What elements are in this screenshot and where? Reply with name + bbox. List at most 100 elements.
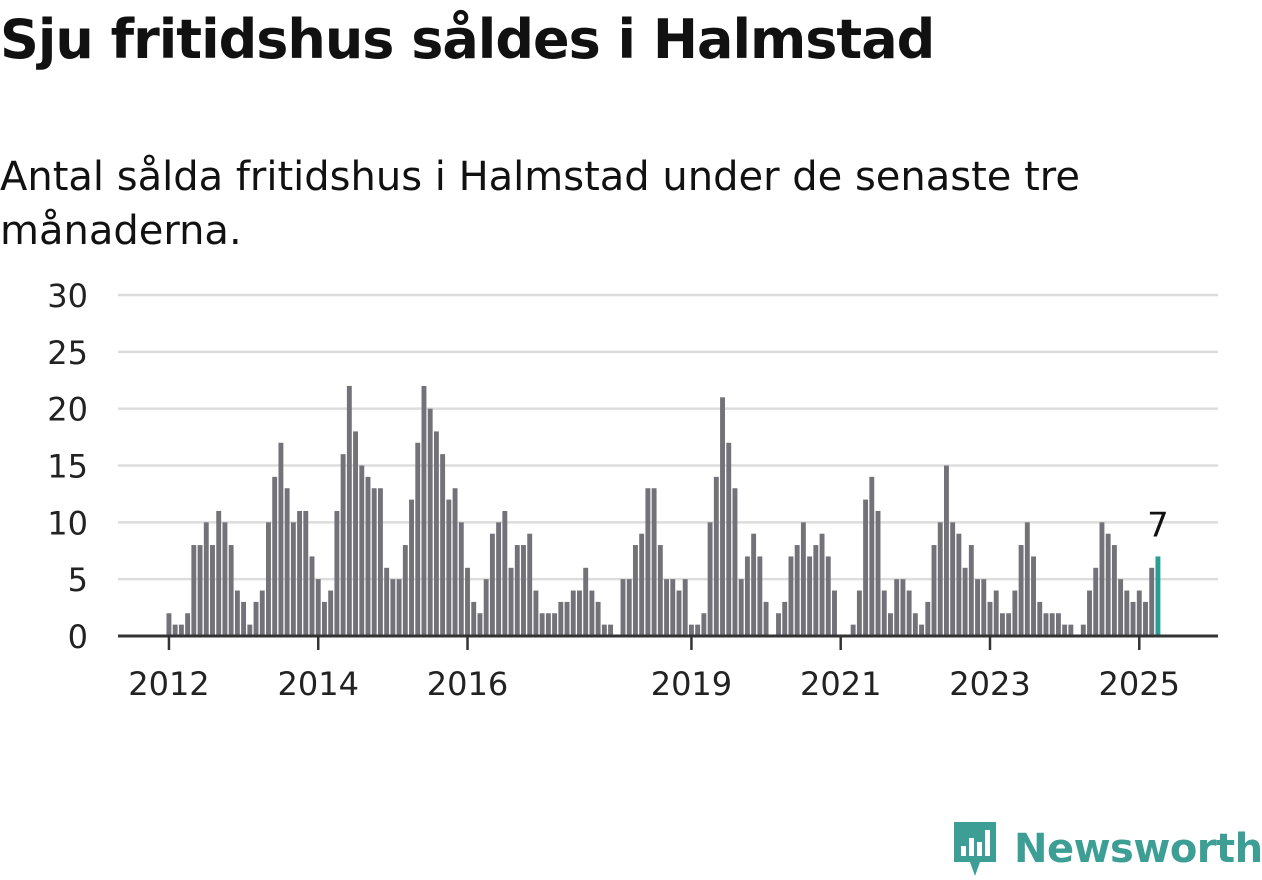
bar [931, 545, 937, 636]
bar [241, 601, 247, 636]
bar [228, 545, 234, 636]
x-tick-label: 2025 [1099, 665, 1180, 703]
brand-name: Newsworthy [1014, 826, 1262, 872]
chart-title: Sju fritidshus såldes i Halmstad [0, 8, 935, 71]
chart-subtitle: Antal sålda fritidshus i Halmstad under … [0, 154, 1080, 254]
bar [328, 590, 334, 636]
bar [365, 476, 371, 636]
bar [794, 545, 800, 636]
bar [440, 454, 446, 636]
bar [197, 545, 203, 636]
bar [1018, 545, 1024, 636]
bar [993, 590, 999, 636]
bar [850, 624, 856, 636]
bar [446, 499, 452, 636]
highlight-data-label: 7 [1147, 505, 1169, 545]
bar-highlight [1155, 556, 1161, 636]
bar [601, 624, 607, 636]
bar [1055, 613, 1061, 636]
bar [664, 579, 669, 636]
bar [726, 442, 732, 636]
bar [415, 442, 421, 636]
y-tick-label: 5 [68, 561, 88, 599]
bar [1099, 522, 1105, 636]
bar [340, 454, 346, 636]
bar [377, 488, 383, 636]
bar [657, 545, 663, 636]
bar [371, 488, 377, 636]
bar [477, 613, 483, 636]
bar [919, 624, 925, 636]
bar [832, 590, 837, 636]
bar [968, 545, 974, 636]
bar [1105, 533, 1111, 636]
bar [1024, 522, 1030, 636]
bar [782, 601, 788, 636]
bar [1043, 613, 1049, 636]
bar [527, 533, 533, 636]
bar [272, 476, 278, 636]
bar [396, 579, 402, 636]
bar [900, 579, 906, 636]
bar [800, 522, 806, 636]
bar [508, 567, 514, 636]
x-tick-label: 2012 [128, 665, 209, 703]
bar [353, 431, 358, 636]
bar [1124, 590, 1130, 636]
bar [1149, 567, 1155, 636]
bar [975, 579, 980, 636]
bar [1012, 590, 1018, 636]
bar [620, 579, 626, 636]
bar [234, 590, 240, 636]
bar [744, 556, 750, 636]
bar [676, 590, 682, 636]
bar [521, 545, 526, 636]
bar [452, 488, 458, 636]
bar [608, 624, 614, 636]
bar [533, 590, 539, 636]
x-tick-label: 2019 [651, 665, 732, 703]
bar [359, 465, 365, 636]
bar [496, 522, 502, 636]
x-tick-label: 2023 [949, 665, 1030, 703]
bar [278, 442, 284, 636]
y-tick-label: 25 [47, 334, 88, 372]
bar [713, 476, 719, 636]
bar [825, 556, 831, 636]
bar [950, 522, 956, 636]
bar [720, 397, 725, 636]
bar [1062, 624, 1068, 636]
bar [944, 465, 949, 636]
bar [303, 510, 309, 636]
bar [284, 488, 290, 636]
y-tick-label: 30 [47, 277, 88, 315]
bar [558, 601, 564, 636]
bar [906, 590, 912, 636]
bar [384, 567, 390, 636]
bar [776, 613, 781, 636]
bar [539, 613, 545, 636]
x-tick-label: 2014 [278, 665, 359, 703]
bar [564, 601, 570, 636]
bar [701, 613, 707, 636]
bar [856, 590, 862, 636]
bar [751, 533, 757, 636]
bar [552, 613, 558, 636]
bar [1130, 601, 1136, 636]
y-tick-label: 20 [47, 391, 88, 429]
bar [1037, 601, 1043, 636]
bar [322, 601, 327, 636]
bar [626, 579, 632, 636]
bar [881, 590, 887, 636]
bar [166, 613, 172, 636]
bar [869, 476, 875, 636]
bar [738, 579, 744, 636]
bar [1068, 624, 1074, 636]
newsworthy-logo[interactable]: Newsworthy [950, 818, 1262, 880]
bar [570, 590, 576, 636]
bar [956, 533, 962, 636]
bar [863, 499, 869, 636]
bar [937, 522, 943, 636]
bar [688, 624, 694, 636]
bar [670, 579, 676, 636]
